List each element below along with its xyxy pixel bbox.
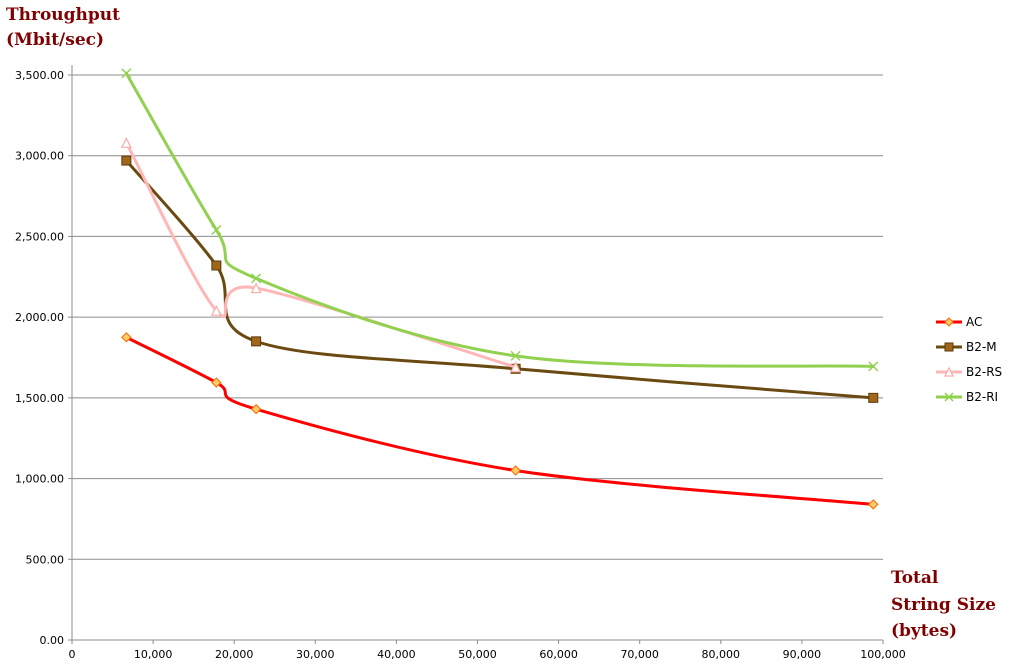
data-point-b2-ri-stroke bbox=[121, 68, 132, 79]
legend-label: B2-RI bbox=[966, 390, 998, 404]
axes bbox=[68, 65, 884, 644]
legend-label: AC bbox=[966, 315, 982, 329]
x-axis-title-line-1: Total bbox=[891, 568, 939, 588]
series-ac bbox=[121, 332, 879, 510]
x-tick-label: 80,000 bbox=[702, 648, 741, 661]
legend: AC B2-M B2-RS B2-RI bbox=[936, 315, 1002, 404]
y-tick-label: 3,000.00 bbox=[15, 150, 64, 163]
series-line-b2-ri bbox=[124, 71, 875, 368]
x-tick-label: 70,000 bbox=[620, 648, 659, 661]
x-tick-label: 30,000 bbox=[296, 648, 335, 661]
data-point-b2-m bbox=[251, 336, 262, 347]
x-tick-label: 60,000 bbox=[539, 648, 578, 661]
legend-swatch-marker bbox=[944, 317, 954, 327]
y-tick-label: 3,500.00 bbox=[15, 69, 64, 82]
data-point-b2-m bbox=[121, 155, 132, 166]
legend-item-b2-m: B2-M bbox=[936, 340, 997, 354]
series-line-b2-m bbox=[124, 159, 875, 400]
legend-label: B2-RS bbox=[966, 365, 1002, 379]
data-point-ac bbox=[868, 499, 879, 510]
y-tick-label: 1,500.00 bbox=[15, 392, 64, 405]
y-tick-label: 2,500.00 bbox=[15, 230, 64, 243]
x-tick-label: 40,000 bbox=[377, 648, 416, 661]
data-point-b2-ri bbox=[121, 68, 132, 79]
legend-swatch-marker-stroke bbox=[944, 392, 954, 402]
x-tick-label: 0 bbox=[69, 648, 76, 661]
legend-item-ac: AC bbox=[936, 315, 982, 329]
data-point-ac bbox=[250, 403, 262, 415]
x-tick-label: 90,000 bbox=[783, 648, 822, 661]
data-point-b2-m bbox=[211, 260, 222, 271]
data-point-b2-rs bbox=[510, 361, 522, 373]
y-axis-title-line-2: (Mbit/sec) bbox=[6, 30, 104, 50]
data-point-b2-ri-stroke bbox=[251, 273, 262, 284]
data-point-b2-ri bbox=[868, 361, 879, 372]
y-axis-title: Throughput (Mbit/sec) bbox=[6, 5, 120, 50]
data-point-b2-ri-stroke bbox=[868, 361, 879, 372]
gridlines bbox=[72, 74, 883, 560]
y-tick-label: 2,000.00 bbox=[15, 311, 64, 324]
tick-labels: 0.00 500.00 1,000.00 1,500.00 2,000.00 2,500.… bbox=[15, 69, 906, 661]
data-point-ac bbox=[121, 332, 132, 343]
x-tick-label: 50,000 bbox=[458, 648, 497, 661]
x-axis-title-line-3: (bytes) bbox=[891, 621, 957, 641]
y-axis-title-line-1: Throughput bbox=[6, 5, 120, 25]
data-point-b2-rs bbox=[250, 282, 262, 294]
data-point-b2-ri bbox=[211, 224, 222, 236]
y-tick-label: 500.00 bbox=[26, 553, 65, 566]
legend-item-b2-ri: B2-RI bbox=[936, 390, 998, 404]
data-point-b2-ri-stroke bbox=[211, 224, 222, 236]
x-tick-label: 100,000 bbox=[860, 648, 906, 661]
legend-swatch-marker bbox=[944, 392, 954, 402]
data-point-b2-ri-stroke bbox=[510, 350, 521, 361]
y-tick-label: 1,000.00 bbox=[15, 473, 64, 486]
series-b2-ri bbox=[121, 68, 879, 372]
data-point-b2-ri bbox=[251, 273, 262, 284]
data-point-b2-rs bbox=[120, 136, 132, 148]
data-point-b2-ri bbox=[510, 350, 521, 361]
x-axis-title-line-2: String Size bbox=[891, 595, 996, 615]
legend-swatch-marker bbox=[944, 342, 954, 352]
series-line-ac bbox=[124, 335, 875, 506]
data-point-ac bbox=[510, 465, 521, 476]
legend-swatch-marker bbox=[944, 366, 954, 377]
x-axis-title: Total String Size (bytes) bbox=[891, 568, 996, 641]
y-tick-label: 0.00 bbox=[40, 634, 65, 647]
data-point-b2-m bbox=[868, 392, 879, 403]
legend-item-b2-rs: B2-RS bbox=[936, 365, 1002, 379]
x-tick-label: 20,000 bbox=[215, 648, 254, 661]
x-tick-label: 10,000 bbox=[134, 648, 173, 661]
series-group bbox=[120, 68, 879, 510]
data-point-ac bbox=[211, 377, 222, 388]
legend-label: B2-M bbox=[966, 340, 997, 354]
data-point-b2-rs bbox=[210, 304, 222, 316]
